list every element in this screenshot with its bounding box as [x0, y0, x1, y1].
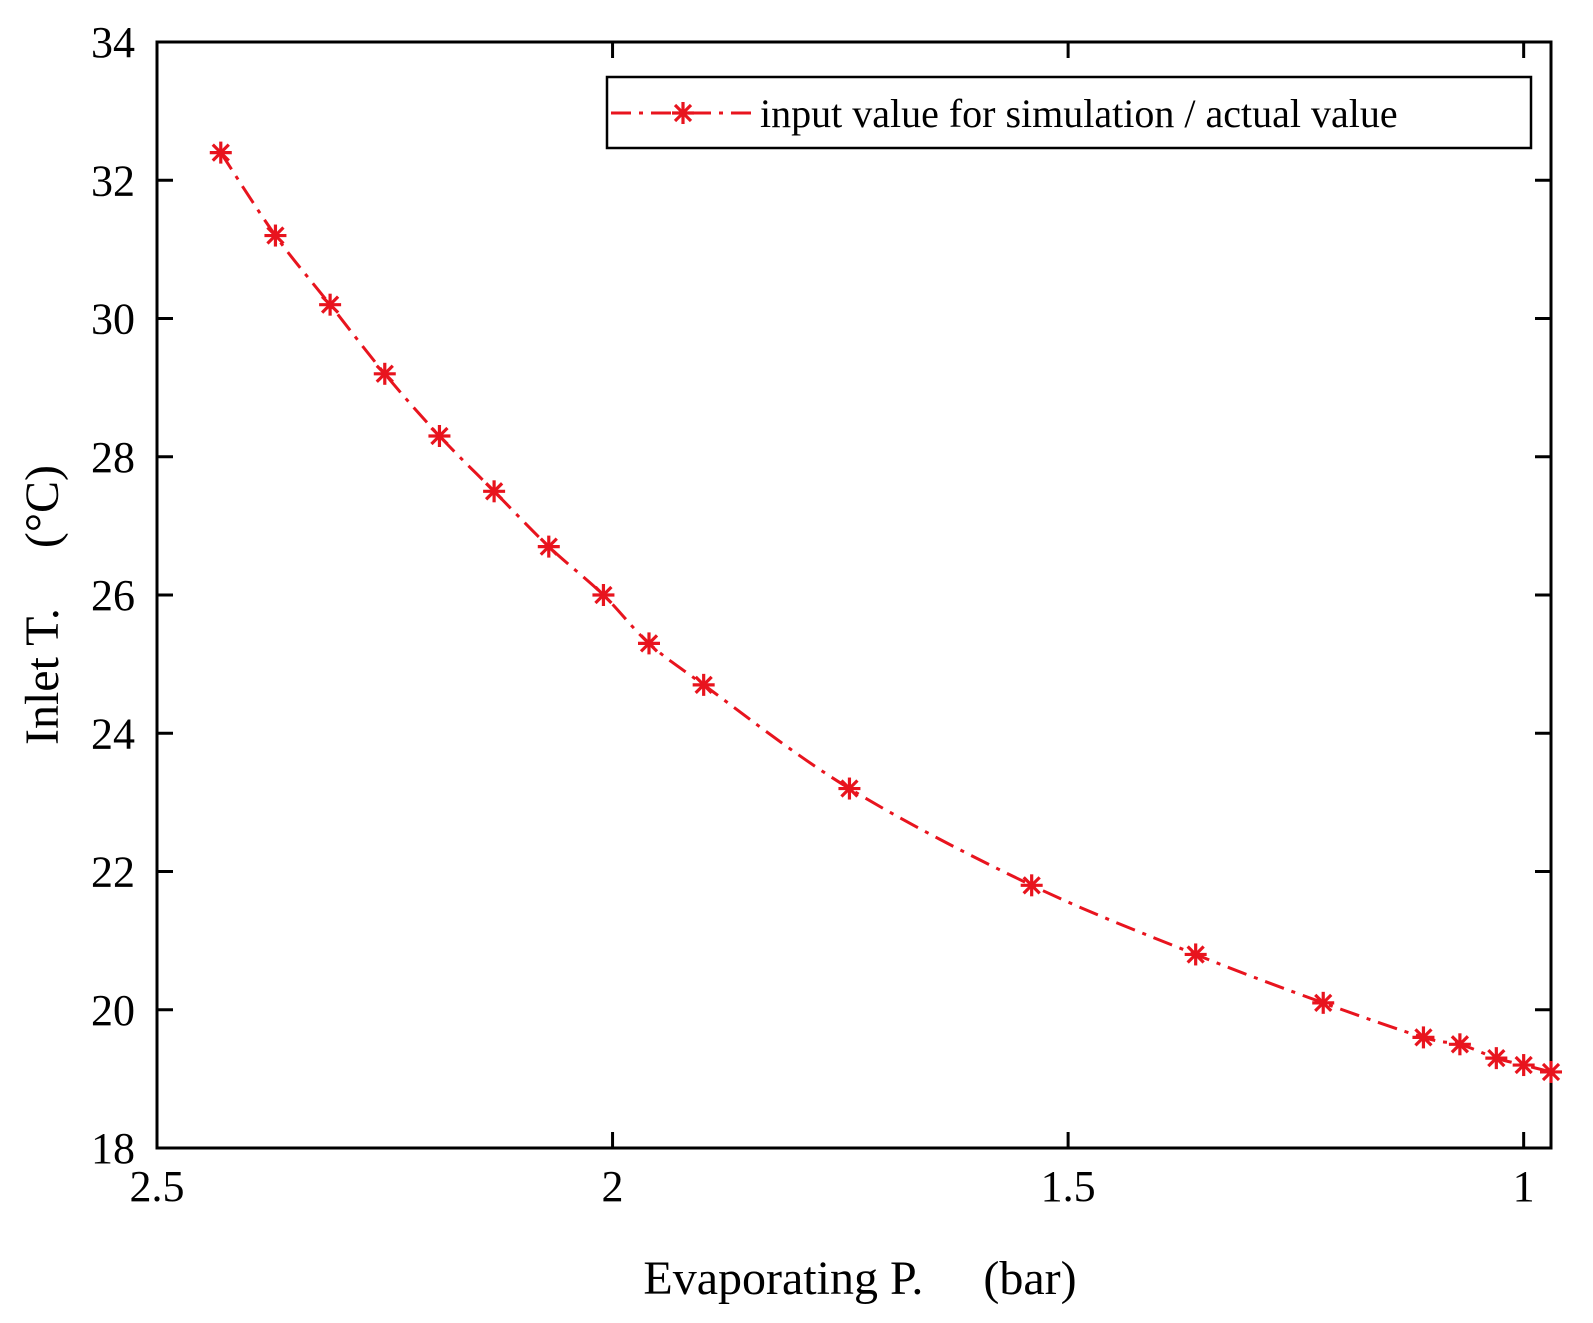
y-tick-label: 20: [91, 986, 135, 1035]
y-tick-label: 30: [91, 295, 135, 344]
y-tick-label: 18: [91, 1124, 135, 1173]
legend-marker-icon: [672, 102, 694, 124]
data-point-marker: [373, 362, 396, 385]
legend-box: [605, 75, 1533, 150]
data-point-marker: [264, 224, 287, 247]
data-point-marker: [838, 777, 861, 800]
data-point-marker: [428, 425, 451, 448]
x-tick-label: 1.5: [1041, 1162, 1096, 1211]
y-tick-label: 32: [91, 156, 135, 205]
x-axis-label: Evaporating P. (bar): [643, 1252, 1076, 1305]
legend-label: input value for simulation / actual valu…: [760, 91, 1398, 136]
data-point-marker: [1448, 1033, 1471, 1056]
data-point-marker: [1020, 874, 1043, 897]
data-point-marker: [1540, 1060, 1562, 1083]
y-tick-label: 24: [91, 709, 135, 758]
y-tick-label: 22: [91, 848, 135, 897]
data-point-marker: [1184, 943, 1207, 966]
x-tick-label: 2: [602, 1162, 624, 1211]
data-point-marker: [1512, 1054, 1535, 1077]
y-tick-label: 26: [91, 571, 135, 620]
data-point-marker: [1312, 991, 1335, 1014]
y-tick-label: 28: [91, 433, 135, 482]
data-point-marker: [638, 632, 660, 655]
data-point-marker: [592, 584, 615, 606]
x-tick-label: 1: [1513, 1162, 1535, 1211]
data-point-marker: [209, 141, 232, 164]
data-point-marker: [1485, 1047, 1508, 1070]
data-point-marker: [692, 673, 715, 696]
series-layer: [209, 141, 1562, 1083]
x-tick-label: 2.5: [130, 1162, 185, 1211]
ticks-layer: 18 20 22 24 26 28 30 32 34 2.5 2 1.5 1: [91, 18, 1551, 1211]
data-point-marker: [537, 535, 560, 558]
data-point-marker: [319, 293, 342, 316]
y-axis-label: Inlet T. (°C): [16, 465, 69, 745]
data-point-marker: [1412, 1026, 1435, 1049]
series-line: [219, 151, 1552, 1074]
y-tick-label: 34: [91, 18, 135, 67]
plot-frame: [155, 40, 1553, 1150]
legend: input value for simulation / actual valu…: [605, 75, 1533, 150]
data-point-marker: [483, 480, 506, 503]
